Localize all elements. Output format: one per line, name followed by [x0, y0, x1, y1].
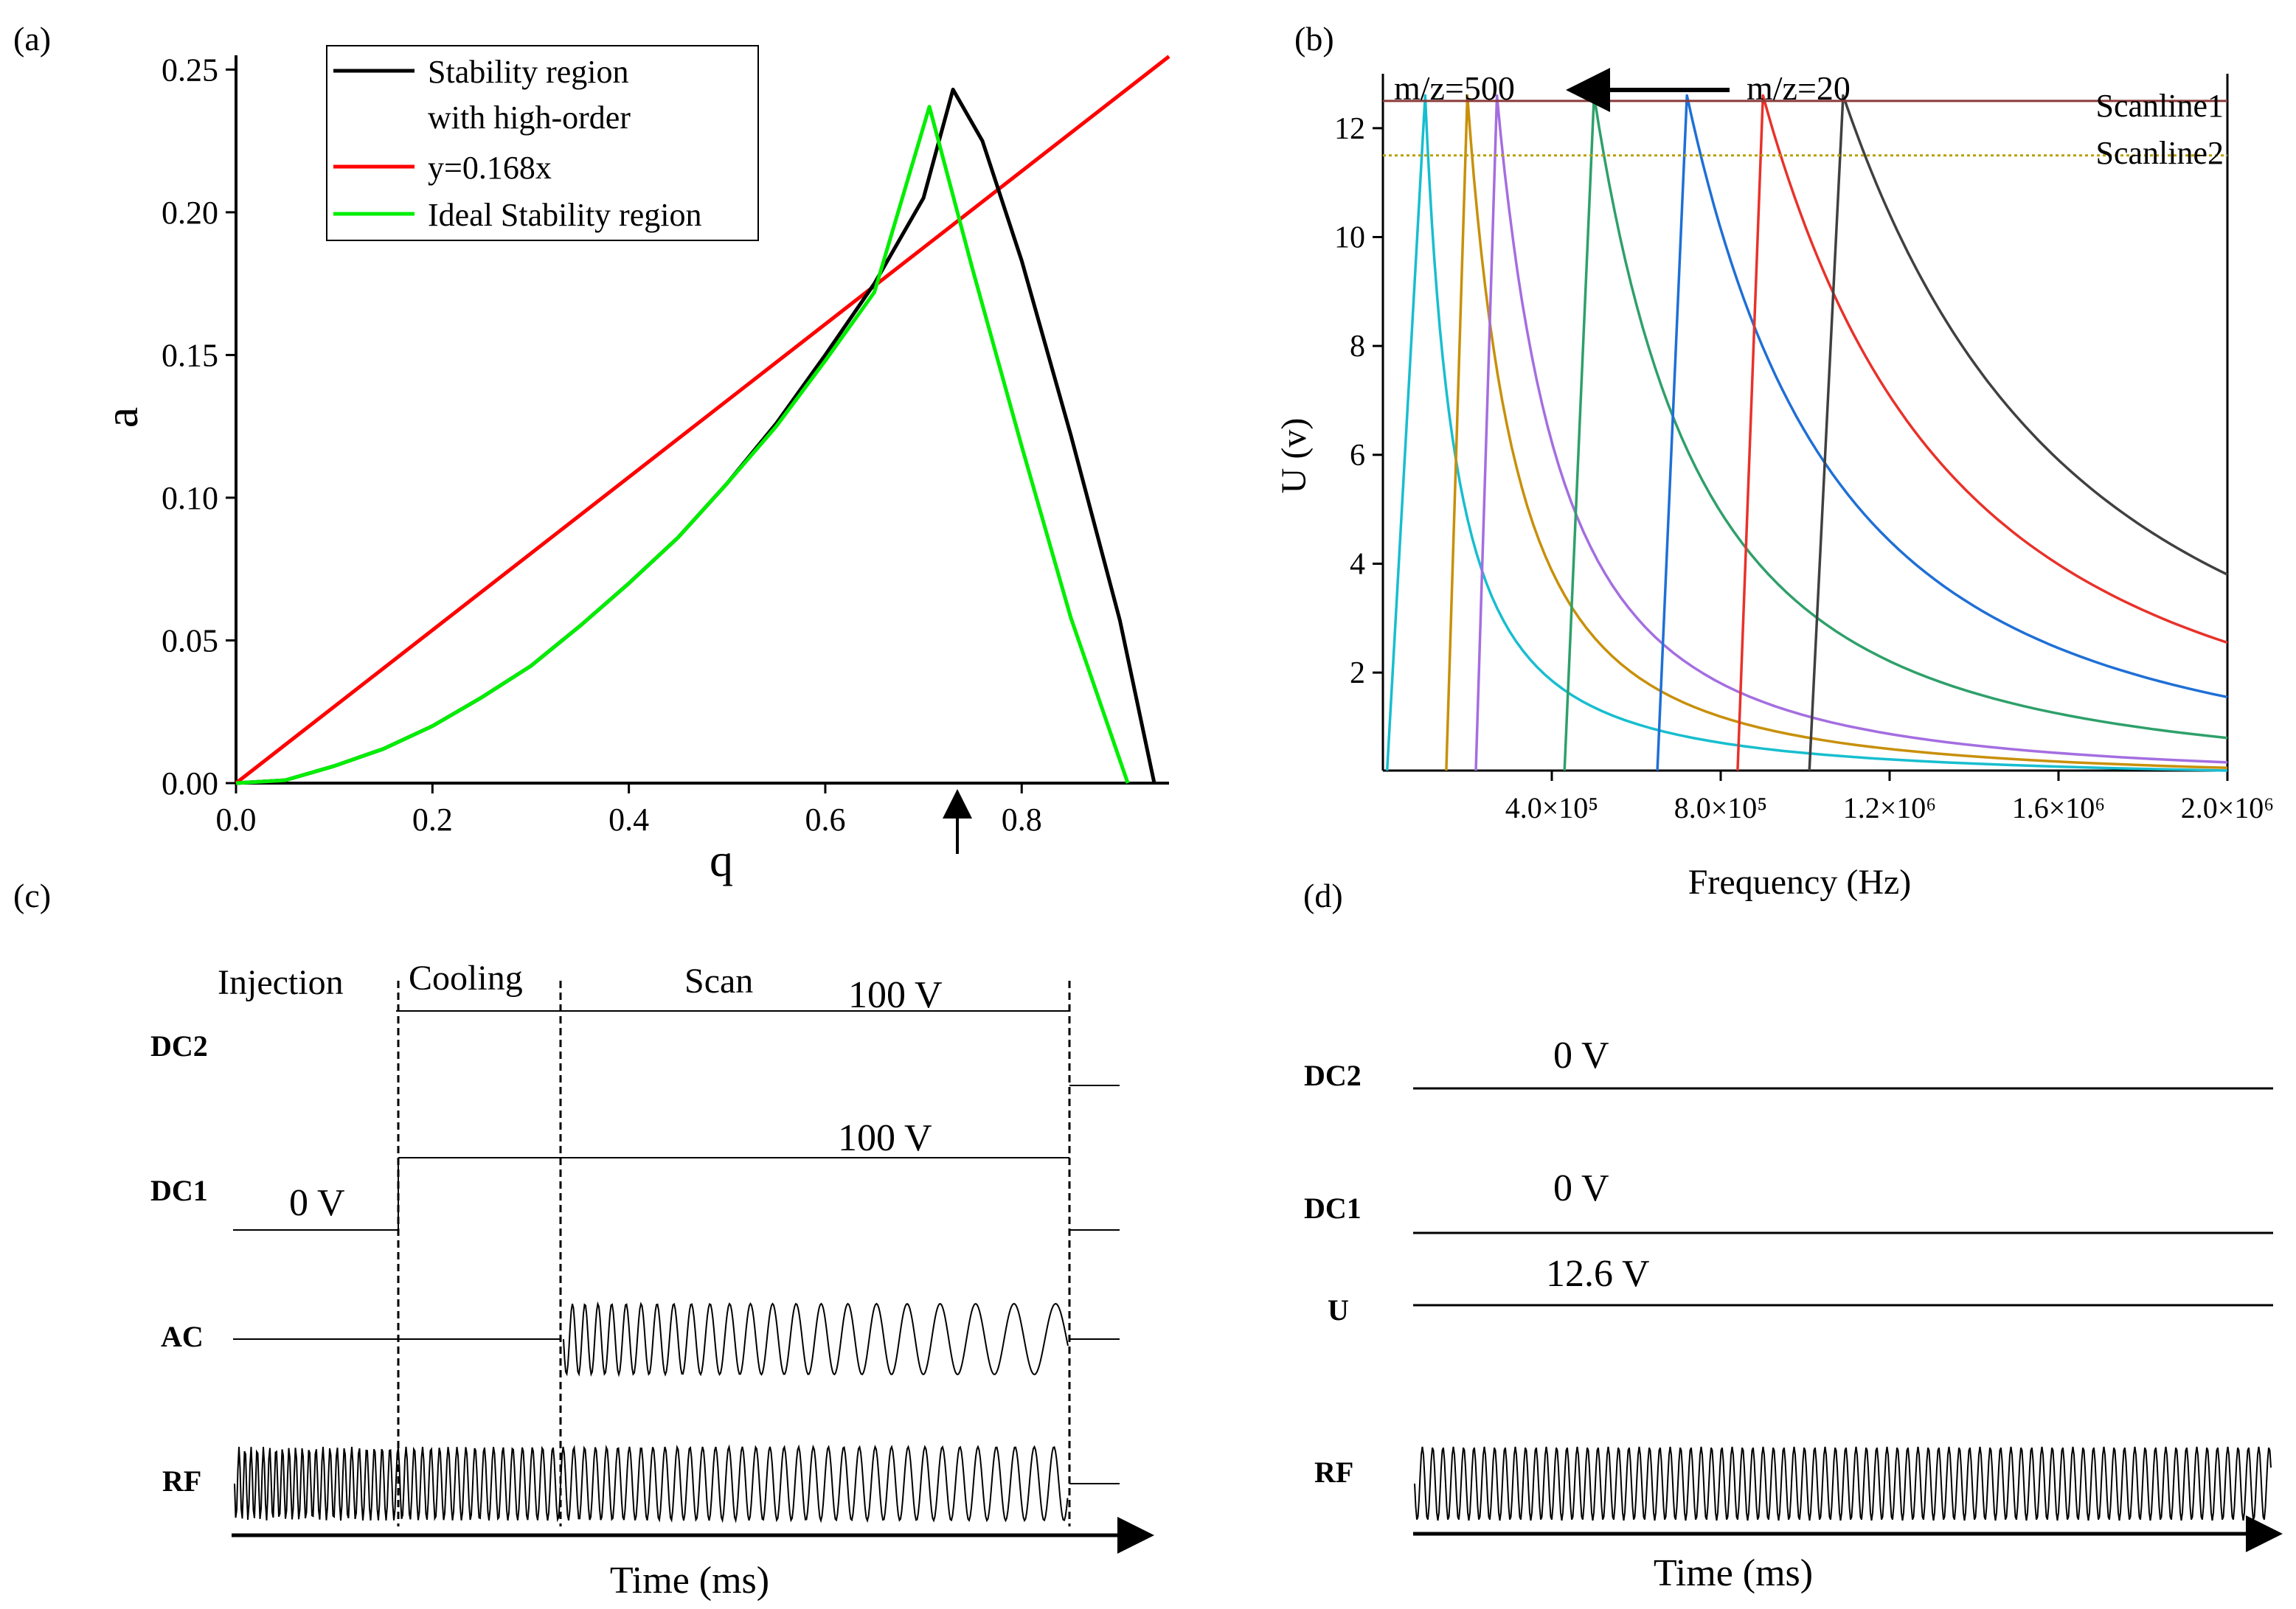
panel-a-xtick-label: 0.6 [805, 802, 845, 838]
legend-label-high-order-2: with high-order [428, 100, 631, 136]
phase-cooling: Cooling [409, 959, 523, 998]
panel-b-ytick-label: 6 [1350, 439, 1365, 473]
panel-a-series [235, 55, 1170, 785]
panel-a-ytick-label: 0.00 [162, 765, 218, 802]
panel-a-ytick-label: 0.20 [162, 195, 218, 231]
signal-d-dc1-label: DC1 [1304, 1192, 1362, 1225]
dc1-value: 100 V [838, 1117, 932, 1159]
signal-ac-label: AC [161, 1320, 204, 1353]
panel-b-ytick-label: 8 [1350, 330, 1365, 364]
signal-d-u-label: U [1328, 1293, 1349, 1327]
panel-c-xlabel: Time (ms) [610, 1560, 769, 1602]
panel-b-label: (b) [1294, 20, 1334, 58]
panel-a-ticks: 0.0 0.2 0.4 0.6 0.8 0.00 0.05 0.10 0.15 0.20 0.25 [162, 52, 1042, 838]
panel-d-label: (d) [1303, 877, 1343, 914]
panel-b-xtick-label: 2.0×10⁶ [2181, 791, 2275, 824]
legend-label-high-order-1: Stability region [428, 54, 629, 90]
panel-b-xlabel: Frequency (Hz) [1688, 863, 1912, 902]
panel-b-ytick-label: 10 [1334, 220, 1365, 254]
panel-d: (d) DC2 DC1 U RF 0 V 0 V 12.6 V Time (ms… [1303, 877, 2283, 1594]
panel-b-series-line [1563, 94, 2228, 771]
panel-b-scanline1-label: Scanline1 [2095, 88, 2224, 124]
panel-c-label: (c) [13, 877, 51, 914]
signal-d-dc2-label: DC2 [1304, 1059, 1362, 1092]
panel-b-series-line [1736, 94, 2228, 771]
panel-c-dividers [397, 981, 1071, 1526]
panel-a-ytick-label: 0.10 [162, 480, 218, 516]
panel-a-series-line [235, 105, 1130, 785]
panel-b-series [1385, 94, 2228, 772]
panel-a-series-line [235, 55, 1170, 785]
panel-b-xtick-label: 4.0×10⁵ [1505, 791, 1599, 824]
legend-box [326, 45, 759, 241]
panel-a-xtick-label: 0.4 [608, 802, 649, 838]
d-dc2-value: 0 V [1553, 1035, 1609, 1077]
panel-a-xtick-label: 0.2 [412, 802, 453, 838]
legend-label-ideal: Ideal Stability region [428, 197, 701, 233]
panel-c-lines [233, 1010, 1120, 1523]
panel-a-ylabel: a [95, 407, 148, 428]
phase-injection: Injection [218, 963, 344, 1002]
d-rf-wave [1414, 1446, 2272, 1521]
panel-b-series-line [1656, 94, 2228, 771]
panel-b-xtick-label: 8.0×10⁵ [1674, 791, 1768, 824]
signal-dc2-label: DC2 [150, 1029, 208, 1063]
signal-d-rf-label: RF [1314, 1456, 1353, 1489]
d-dc1-value: 0 V [1553, 1167, 1609, 1209]
panel-b-ticks: 4.0×10⁵ 8.0×10⁵ 1.2×10⁶ 1.6×10⁶ 2.0×10⁶ 2 4 6 8 1… [1334, 112, 2274, 824]
panel-b-ytick-label: 2 [1350, 656, 1365, 690]
panel-a-ytick-label: 0.15 [162, 337, 218, 373]
panel-a-axes [235, 55, 1169, 785]
panel-c: (c) Injection Cooling Scan DC2 DC1 AC RF… [13, 877, 1154, 1602]
panel-b-ytick-label: 4 [1350, 547, 1365, 581]
panel-a: (a) 0.0 0.2 0.4 0.6 0.80.000.050.100.150.200… [13, 20, 1170, 886]
rf-wave [234, 1444, 1069, 1523]
panel-a-legend: Stability region with high-order y=0.168… [326, 45, 759, 241]
panel-b-series-line [1474, 94, 2228, 771]
panel-b-mz500: m/z=500 [1394, 69, 1515, 107]
panel-b-mz20: m/z=20 [1747, 69, 1851, 107]
signal-dc1-label: DC1 [150, 1174, 208, 1207]
panel-d-lines [1413, 1087, 2273, 1521]
panel-a-ytick-label: 0.25 [162, 52, 218, 88]
panel-b-ylabel: U (v) [1274, 418, 1314, 494]
panel-b-series-line [1808, 94, 2228, 771]
panel-b-series-line [1445, 94, 2228, 771]
dc1-initial-value: 0 V [289, 1182, 345, 1224]
ac-wave [563, 1301, 1069, 1377]
panel-b-scanlines [1383, 100, 2227, 157]
panel-b-scanline2-label: Scanline2 [2095, 135, 2224, 171]
panel-b: (b) 4.0×10⁵ 8.0×10⁵ 1.2×10⁶ 1.6×10⁶ 2.0×10⁶ 2… [1274, 20, 2274, 902]
d-u-value: 12.6 V [1546, 1253, 1650, 1295]
panel-a-label: (a) [13, 20, 51, 58]
panel-a-xtick-label: 0.0 [216, 802, 257, 838]
panel-a-xlabel: q [710, 834, 733, 886]
panel-d-xlabel: Time (ms) [1654, 1552, 1813, 1594]
panel-a-ytick-label: 0.05 [162, 622, 218, 658]
panel-b-xtick-label: 1.6×10⁶ [2012, 791, 2106, 824]
panel-a-xtick-label: 0.8 [1002, 802, 1042, 838]
dc2-value: 100 V [848, 974, 943, 1016]
panel-b-xtick-label: 1.2×10⁶ [1843, 791, 1937, 824]
signal-rf-label: RF [162, 1464, 201, 1498]
panel-b-ytick-label: 12 [1334, 112, 1365, 146]
panel-b-axes [1381, 74, 2229, 772]
legend-label-linear: y=0.168x [428, 150, 552, 186]
phase-scan: Scan [684, 962, 753, 1001]
